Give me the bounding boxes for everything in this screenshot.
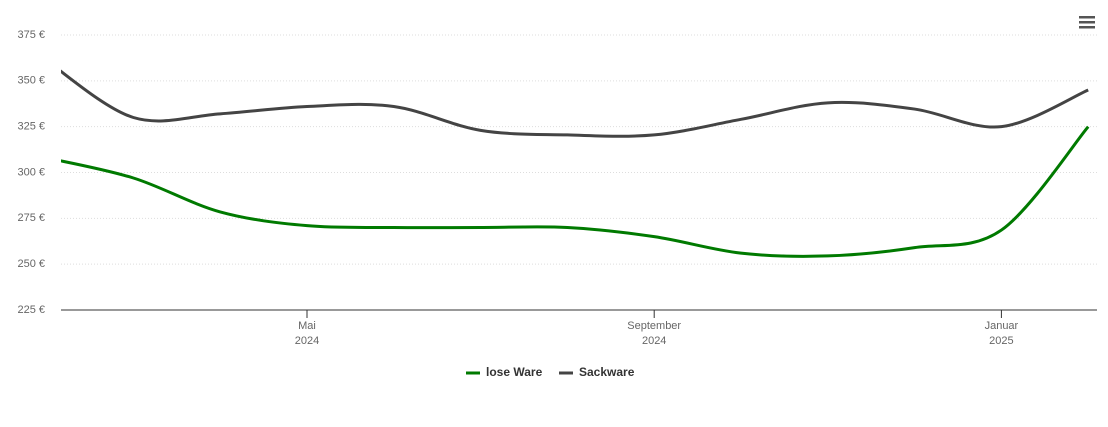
x-tick-sublabel: 2024 xyxy=(295,335,319,347)
x-tick-sublabel: 2025 xyxy=(989,335,1013,347)
x-tick-sublabel: 2024 xyxy=(642,335,666,347)
menu-bar[interactable] xyxy=(1079,16,1095,19)
y-tick-label: 250 € xyxy=(17,258,45,270)
y-tick-label: 275 € xyxy=(17,212,45,224)
legend-label: lose Ware xyxy=(486,365,543,379)
x-tick-label: September xyxy=(627,320,681,332)
y-tick-label: 350 € xyxy=(17,75,45,87)
legend-item[interactable]: Sackware xyxy=(559,365,635,379)
series-line xyxy=(61,69,1089,138)
legend-item[interactable]: lose Ware xyxy=(466,365,543,379)
legend-label: Sackware xyxy=(579,365,635,379)
y-tick-label: 225 € xyxy=(17,304,45,316)
y-tick-label: 375 € xyxy=(17,29,45,41)
legend: lose Ware Sackware xyxy=(466,365,635,379)
menu-bar[interactable] xyxy=(1079,21,1095,24)
y-tick-label: 300 € xyxy=(17,166,45,178)
menu-icon[interactable] xyxy=(1079,16,1095,29)
x-tick-label: Januar xyxy=(985,320,1019,332)
y-tick-label: 325 € xyxy=(17,121,45,133)
x-tick-label: Mai xyxy=(298,320,316,332)
series-line xyxy=(61,125,1090,258)
menu-bar[interactable] xyxy=(1079,26,1095,29)
